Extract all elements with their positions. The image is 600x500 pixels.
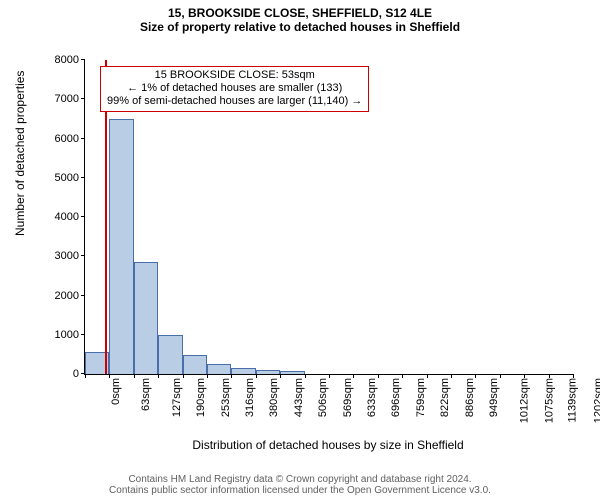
- x-tick-label: 253sqm: [220, 378, 232, 417]
- footer-line-1: Contains HM Land Registry data © Crown c…: [0, 474, 600, 485]
- y-tick-mark: [81, 98, 85, 99]
- y-tick-mark: [81, 177, 85, 178]
- annotation-box: 15 BROOKSIDE CLOSE: 53sqm ← 1% of detach…: [100, 66, 369, 112]
- x-tick-mark: [256, 374, 257, 378]
- histogram-bar: [183, 355, 207, 374]
- y-tick-label: 2000: [55, 290, 85, 302]
- x-tick-label: 1075sqm: [543, 378, 555, 423]
- x-tick-mark: [134, 374, 135, 378]
- histogram-bar: [280, 371, 304, 374]
- annotation-line-3: 99% of semi-detached houses are larger (…: [107, 95, 362, 108]
- histogram-bar: [134, 262, 158, 374]
- chart-container: 15, BROOKSIDE CLOSE, SHEFFIELD, S12 4LE …: [0, 0, 600, 500]
- x-tick-mark: [305, 374, 306, 378]
- x-tick-mark: [524, 374, 525, 378]
- x-tick-mark: [451, 374, 452, 378]
- x-tick-label: 886sqm: [464, 378, 476, 417]
- x-tick-mark: [353, 374, 354, 378]
- histogram-bar: [109, 119, 133, 374]
- x-tick-label: 1202sqm: [592, 378, 600, 423]
- x-axis-label: Distribution of detached houses by size …: [84, 438, 572, 452]
- x-tick-mark: [402, 374, 403, 378]
- y-tick-label: 8000: [55, 54, 85, 66]
- annotation-line-2: ← 1% of detached houses are smaller (133…: [107, 82, 362, 95]
- footer-line-2: Contains public sector information licen…: [0, 485, 600, 496]
- x-tick-mark: [329, 374, 330, 378]
- x-tick-label: 63sqm: [140, 378, 152, 411]
- x-tick-label: 1139sqm: [567, 378, 579, 422]
- y-tick-label: 0: [73, 368, 85, 380]
- x-tick-mark: [378, 374, 379, 378]
- x-tick-mark: [573, 374, 574, 378]
- histogram-bar: [231, 368, 255, 374]
- x-tick-label: 506sqm: [317, 378, 329, 417]
- x-tick-mark: [207, 374, 208, 378]
- x-tick-mark: [231, 374, 232, 378]
- y-tick-mark: [81, 295, 85, 296]
- x-tick-label: 569sqm: [342, 378, 354, 417]
- x-tick-label: 0sqm: [110, 378, 122, 405]
- x-tick-label: 696sqm: [391, 378, 403, 417]
- y-tick-mark: [81, 216, 85, 217]
- x-tick-mark: [549, 374, 550, 378]
- x-tick-label: 822sqm: [439, 378, 451, 417]
- x-tick-label: 443sqm: [293, 378, 305, 417]
- x-tick-mark: [158, 374, 159, 378]
- page-title-2: Size of property relative to detached ho…: [0, 20, 600, 34]
- x-tick-mark: [500, 374, 501, 378]
- y-tick-mark: [81, 255, 85, 256]
- y-tick-label: 1000: [55, 329, 85, 341]
- x-tick-mark: [475, 374, 476, 378]
- y-tick-label: 6000: [55, 133, 85, 145]
- x-tick-mark: [280, 374, 281, 378]
- histogram-bar: [256, 370, 280, 374]
- y-tick-label: 7000: [55, 93, 85, 105]
- x-tick-label: 633sqm: [366, 378, 378, 417]
- y-tick-label: 5000: [55, 172, 85, 184]
- annotation-line-1: 15 BROOKSIDE CLOSE: 53sqm: [107, 69, 362, 82]
- x-tick-mark: [427, 374, 428, 378]
- y-tick-label: 4000: [55, 211, 85, 223]
- x-tick-label: 759sqm: [415, 378, 427, 417]
- y-tick-label: 3000: [55, 250, 85, 262]
- page-title-1: 15, BROOKSIDE CLOSE, SHEFFIELD, S12 4LE: [0, 0, 600, 20]
- y-axis-label: Number of detached properties: [13, 196, 27, 236]
- y-tick-mark: [81, 138, 85, 139]
- x-tick-label: 380sqm: [269, 378, 281, 417]
- x-tick-label: 316sqm: [244, 378, 256, 417]
- y-tick-mark: [81, 59, 85, 60]
- x-tick-label: 949sqm: [488, 378, 500, 417]
- footer: Contains HM Land Registry data © Crown c…: [0, 474, 600, 496]
- x-tick-label: 1012sqm: [519, 378, 531, 423]
- x-tick-mark: [85, 374, 86, 378]
- x-tick-mark: [183, 374, 184, 378]
- y-tick-mark: [81, 334, 85, 335]
- x-tick-mark: [109, 374, 110, 378]
- histogram-bar: [158, 335, 182, 374]
- x-tick-label: 127sqm: [171, 378, 183, 417]
- x-tick-label: 190sqm: [195, 378, 207, 417]
- histogram-bar: [207, 364, 231, 374]
